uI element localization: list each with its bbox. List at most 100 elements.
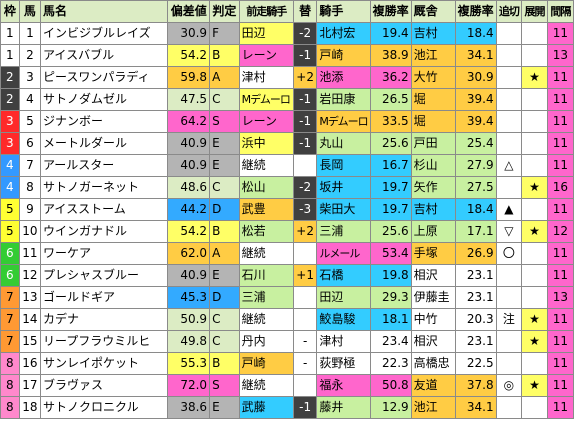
- header-11: 追切: [495, 0, 523, 23]
- jockey-change: -1: [292, 132, 318, 155]
- rank-grade: B: [209, 44, 240, 67]
- jockey-place-rate: 25.6: [369, 132, 412, 155]
- waku-cell: 8: [0, 352, 20, 375]
- deviation-value: 48.6: [167, 176, 211, 199]
- deviation-value: 40.9: [167, 154, 211, 177]
- table-row: 2 3 ピースワンパラディ 59.8 A 津村 +2 池添 36.2 大竹 30.9 ★ 11: [0, 66, 574, 89]
- interval-cell: 11: [546, 264, 574, 287]
- jockey-change: -: [292, 330, 318, 353]
- horse-number: 9: [18, 198, 42, 221]
- trainer-name: 矢作: [410, 176, 456, 199]
- horse-name: サンレイポケット: [40, 352, 169, 375]
- jockey-place-rate: 53.4: [369, 242, 412, 265]
- waku-cell: 4: [0, 176, 20, 199]
- interval-cell: 11: [546, 242, 574, 265]
- deviation-value: 30.9: [167, 22, 211, 45]
- workout-mark: ▲: [495, 198, 523, 221]
- waku-cell: 7: [0, 286, 20, 309]
- previous-jockey: 戸崎: [238, 352, 294, 375]
- trainer-place-rate: 27.9: [454, 154, 497, 177]
- horse-name: ジナンボー: [40, 110, 169, 133]
- deviation-value: 44.2: [167, 198, 211, 221]
- trainer-name: 上原: [410, 220, 456, 243]
- horse-name: ウインガナドル: [40, 220, 169, 243]
- trainer-place-rate: 22.5: [454, 352, 497, 375]
- horse-number: 5: [18, 110, 42, 133]
- jockey-name: 長岡: [316, 154, 371, 177]
- pace-mark: [521, 132, 548, 155]
- horse-name: アイスバブル: [40, 44, 169, 67]
- jockey-name: 柴田大: [316, 198, 371, 221]
- jockey-name: Mデムーロ: [316, 110, 371, 133]
- horse-number: 4: [18, 88, 42, 111]
- waku-cell: 1: [0, 44, 20, 67]
- jockey-place-rate: 18.1: [369, 308, 412, 331]
- rank-grade: A: [209, 66, 240, 89]
- sort-header-interval[interactable]: 間隔: [546, 0, 574, 23]
- pace-mark: ★: [521, 220, 548, 243]
- trainer-name: 相沢: [410, 264, 456, 287]
- trainer-place-rate: 39.4: [454, 110, 497, 133]
- horse-name: ブラヴァス: [40, 374, 169, 397]
- trainer-name: 戸田: [410, 132, 456, 155]
- horse-number: 14: [18, 308, 42, 331]
- pace-mark: [521, 286, 548, 309]
- workout-mark: △: [495, 154, 523, 177]
- trainer-place-rate: 20.3: [454, 308, 497, 331]
- jockey-name: 三浦: [316, 220, 371, 243]
- trainer-name: 相沢: [410, 330, 456, 353]
- jockey-change: -1: [292, 110, 318, 133]
- trainer-name: 杉山: [410, 154, 456, 177]
- horse-name: ワーケア: [40, 242, 169, 265]
- table-row: 1 2 アイスバブル 54.2 B レーン -1 戸崎 38.9 池江 34.1 13: [0, 44, 574, 67]
- pace-mark: [521, 44, 548, 67]
- rank-grade: D: [209, 286, 240, 309]
- jockey-place-rate: 19.8: [369, 264, 412, 287]
- trainer-place-rate: 27.5: [454, 176, 497, 199]
- interval-cell: 11: [546, 88, 574, 111]
- deviation-value: 72.0: [167, 374, 211, 397]
- header-4: 判定: [209, 0, 240, 23]
- jockey-name: 荻野極: [316, 352, 371, 375]
- header-6: 替: [292, 0, 318, 23]
- table-row: 7 14 カデナ 50.9 C 継続 鮫島駿 18.1 中竹 20.3 注 ★ 11: [0, 308, 574, 331]
- horse-number: 15: [18, 330, 42, 353]
- interval-cell: 16: [546, 176, 574, 199]
- workout-mark: [495, 396, 523, 419]
- previous-jockey: 継続: [238, 374, 294, 397]
- header-2: 馬名: [40, 0, 169, 23]
- table-row: 3 6 メートルダール 40.9 E 浜中 -1 丸山 25.6 戸田 25.4 11: [0, 132, 574, 155]
- horse-number: 17: [18, 374, 42, 397]
- pace-mark: ★: [521, 308, 548, 331]
- horse-number: 6: [18, 132, 42, 155]
- rank-grade: D: [209, 198, 240, 221]
- horse-name: サトノクロニクル: [40, 396, 169, 419]
- rank-grade: C: [209, 330, 240, 353]
- table-row: 4 7 アールスター 40.9 E 継続 長岡 16.7 杉山 27.9 △ 11: [0, 154, 574, 177]
- jockey-change: [292, 308, 318, 331]
- interval-cell: 11: [546, 374, 574, 397]
- horse-number: 10: [18, 220, 42, 243]
- horse-number: 2: [18, 44, 42, 67]
- interval-cell: 11: [546, 66, 574, 89]
- horse-name: サトノダムゼル: [40, 88, 169, 111]
- jockey-change: -2: [292, 22, 318, 45]
- waku-cell: 1: [0, 22, 20, 45]
- horse-number: 8: [18, 176, 42, 199]
- workout-mark: [495, 44, 523, 67]
- workout-mark: [495, 88, 523, 111]
- pace-mark: ★: [521, 66, 548, 89]
- deviation-value: 54.2: [167, 44, 211, 67]
- jockey-name: 石橋: [316, 264, 371, 287]
- horse-name: ゴールドギア: [40, 286, 169, 309]
- jockey-change: [292, 242, 318, 265]
- jockey-name: 田辺: [316, 286, 371, 309]
- horse-number: 11: [18, 242, 42, 265]
- jockey-name: 丸山: [316, 132, 371, 155]
- jockey-change: [292, 286, 318, 309]
- deviation-value: 49.8: [167, 330, 211, 353]
- deviation-value: 47.5: [167, 88, 211, 111]
- jockey-name: 藤井: [316, 396, 371, 419]
- previous-jockey: 三浦: [238, 286, 294, 309]
- deviation-value: 40.9: [167, 264, 211, 287]
